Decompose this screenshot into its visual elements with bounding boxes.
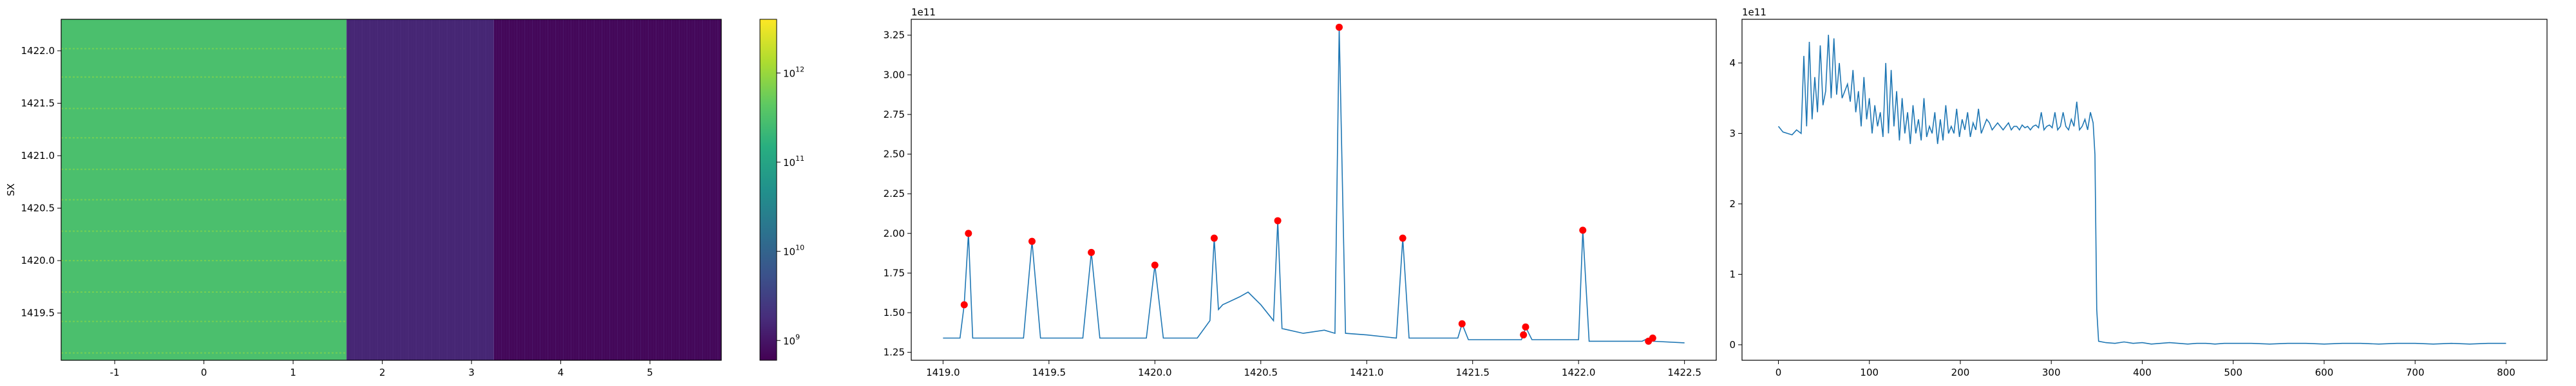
heatmap-x-tick-label: -1 [110, 367, 120, 378]
x-tick-label: 0 [1776, 367, 1782, 378]
peak-marker [1579, 226, 1587, 234]
peak-marker [1458, 320, 1466, 327]
x-tick-label: 1420.0 [1138, 367, 1172, 378]
y-tick-label: 1.50 [884, 307, 905, 318]
peak-marker [960, 301, 968, 309]
heatmap-x-tick-label: 1 [290, 367, 296, 378]
peak-marker [1028, 237, 1036, 245]
y-tick-label: 4 [1729, 57, 1736, 69]
heatmap-x-ticks: -1 0 1 2 3 4 5 [110, 360, 653, 378]
heatmap-region-2 [493, 19, 721, 360]
signal-panel: 0 100 200 300 400 500 600 700 800 0 1 2 3 4 1e11 [1729, 6, 2548, 378]
peaks-x-ticks: 1419.0 1419.5 1420.0 1420.5 1421.0 1421.5 1422… [926, 360, 1701, 378]
signal-x-ticks: 0 100 200 300 400 500 600 700 800 [1776, 360, 2515, 378]
x-tick-label: 1421.5 [1455, 367, 1490, 378]
heatmap-y-ticks: 1419.5 1420.0 1420.5 1421.0 1421.5 1422.0 [21, 45, 61, 319]
x-tick-label: 700 [2406, 367, 2425, 378]
peaks-offset-text: 1e11 [911, 6, 936, 18]
peak-marker [1520, 331, 1528, 339]
x-tick-label: 1419.0 [926, 367, 960, 378]
peak-markers [960, 23, 1656, 345]
signal-frame [1741, 19, 2548, 361]
heatmap-x-tick-label: 5 [647, 367, 653, 378]
heatmap-y-tick-label: 1421.0 [21, 150, 55, 161]
y-tick-label: 2.25 [884, 188, 905, 199]
peak-marker [1088, 248, 1095, 256]
colorbar-gradient [760, 19, 777, 360]
peak-marker [1399, 234, 1406, 242]
y-tick-label: 1.25 [884, 347, 905, 358]
x-tick-label: 600 [2315, 367, 2334, 378]
peak-marker [1335, 23, 1343, 31]
peaks-frame [911, 19, 1717, 361]
heatmap-x-tick-label: 0 [201, 367, 207, 378]
heatmap-region-1 [346, 19, 494, 360]
heatmap-x-tick-label: 4 [558, 367, 564, 378]
colorbar-ticks: 109 1010 1011 1012 [777, 65, 804, 347]
peak-marker [1522, 323, 1530, 331]
heatmap-region-0 [61, 19, 347, 360]
y-tick-label: 0 [1729, 339, 1736, 351]
x-tick-label: 1422.5 [1667, 367, 1701, 378]
heatmap-y-tick-label: 1419.5 [21, 308, 55, 319]
colorbar-tick-label: 109 [783, 333, 800, 347]
heatmap-x-tick-label: 2 [379, 367, 386, 378]
peak-marker [1210, 234, 1218, 242]
x-tick-label: 1421.0 [1350, 367, 1384, 378]
y-tick-label: 2 [1729, 198, 1736, 210]
colorbar-tick-label: 1012 [783, 65, 804, 79]
heatmap-y-axis-label: SX [5, 183, 17, 196]
y-tick-label: 1.75 [884, 267, 905, 279]
y-tick-label: 3 [1729, 127, 1736, 139]
peaks-panel: 1419.0 1419.5 1420.0 1420.5 1421.0 1421.5 1422… [884, 6, 1717, 378]
heatmap-panel: -1 0 1 2 3 4 5 1419.51420.01420.51421.01421.51… [5, 19, 722, 378]
heatmap-y-tick-label: 1420.5 [21, 203, 55, 214]
signal-offset-text: 1e11 [1742, 6, 1766, 18]
x-tick-label: 1419.5 [1032, 367, 1066, 378]
heatmap-cells [61, 19, 721, 360]
y-tick-label: 3.00 [884, 69, 905, 80]
x-tick-label: 300 [2042, 367, 2061, 378]
y-tick-label: 2.50 [884, 149, 905, 160]
peak-marker [1274, 217, 1282, 225]
x-tick-label: 200 [1951, 367, 1970, 378]
peaks-y-ticks: 1.25 1.50 1.75 2.00 2.25 2.50 2.75 3.00 3.25 [884, 30, 911, 358]
colorbar-tick-label: 1010 [783, 244, 804, 258]
heatmap-frame [61, 19, 722, 361]
x-tick-label: 100 [1860, 367, 1879, 378]
y-tick-label: 1 [1729, 268, 1736, 280]
x-tick-label: 500 [2224, 367, 2242, 378]
peak-marker [965, 230, 972, 237]
x-tick-label: 1420.5 [1244, 367, 1278, 378]
heatmap-y-tick-label: 1421.5 [21, 97, 55, 109]
peak-marker [1151, 261, 1159, 269]
y-tick-label: 2.75 [884, 109, 905, 120]
x-tick-label: 800 [2497, 367, 2515, 378]
heatmap-y-tick-label: 1422.0 [21, 45, 55, 57]
y-tick-label: 2.00 [884, 228, 905, 239]
signal-y-ticks: 0 1 2 3 4 [1729, 57, 1742, 351]
colorbar: 109 1010 1011 1012 [759, 19, 804, 361]
heatmap-y-tick-label: 1420.0 [21, 255, 55, 266]
signal-series-line [1777, 35, 2506, 345]
heatmap-x-tick-label: 3 [468, 367, 475, 378]
peak-marker [1649, 334, 1656, 342]
y-tick-label: 3.25 [884, 30, 905, 41]
colorbar-frame [759, 19, 777, 361]
x-tick-label: 1422.0 [1562, 367, 1596, 378]
x-tick-label: 400 [2133, 367, 2152, 378]
colorbar-tick-label: 1011 [783, 154, 804, 169]
